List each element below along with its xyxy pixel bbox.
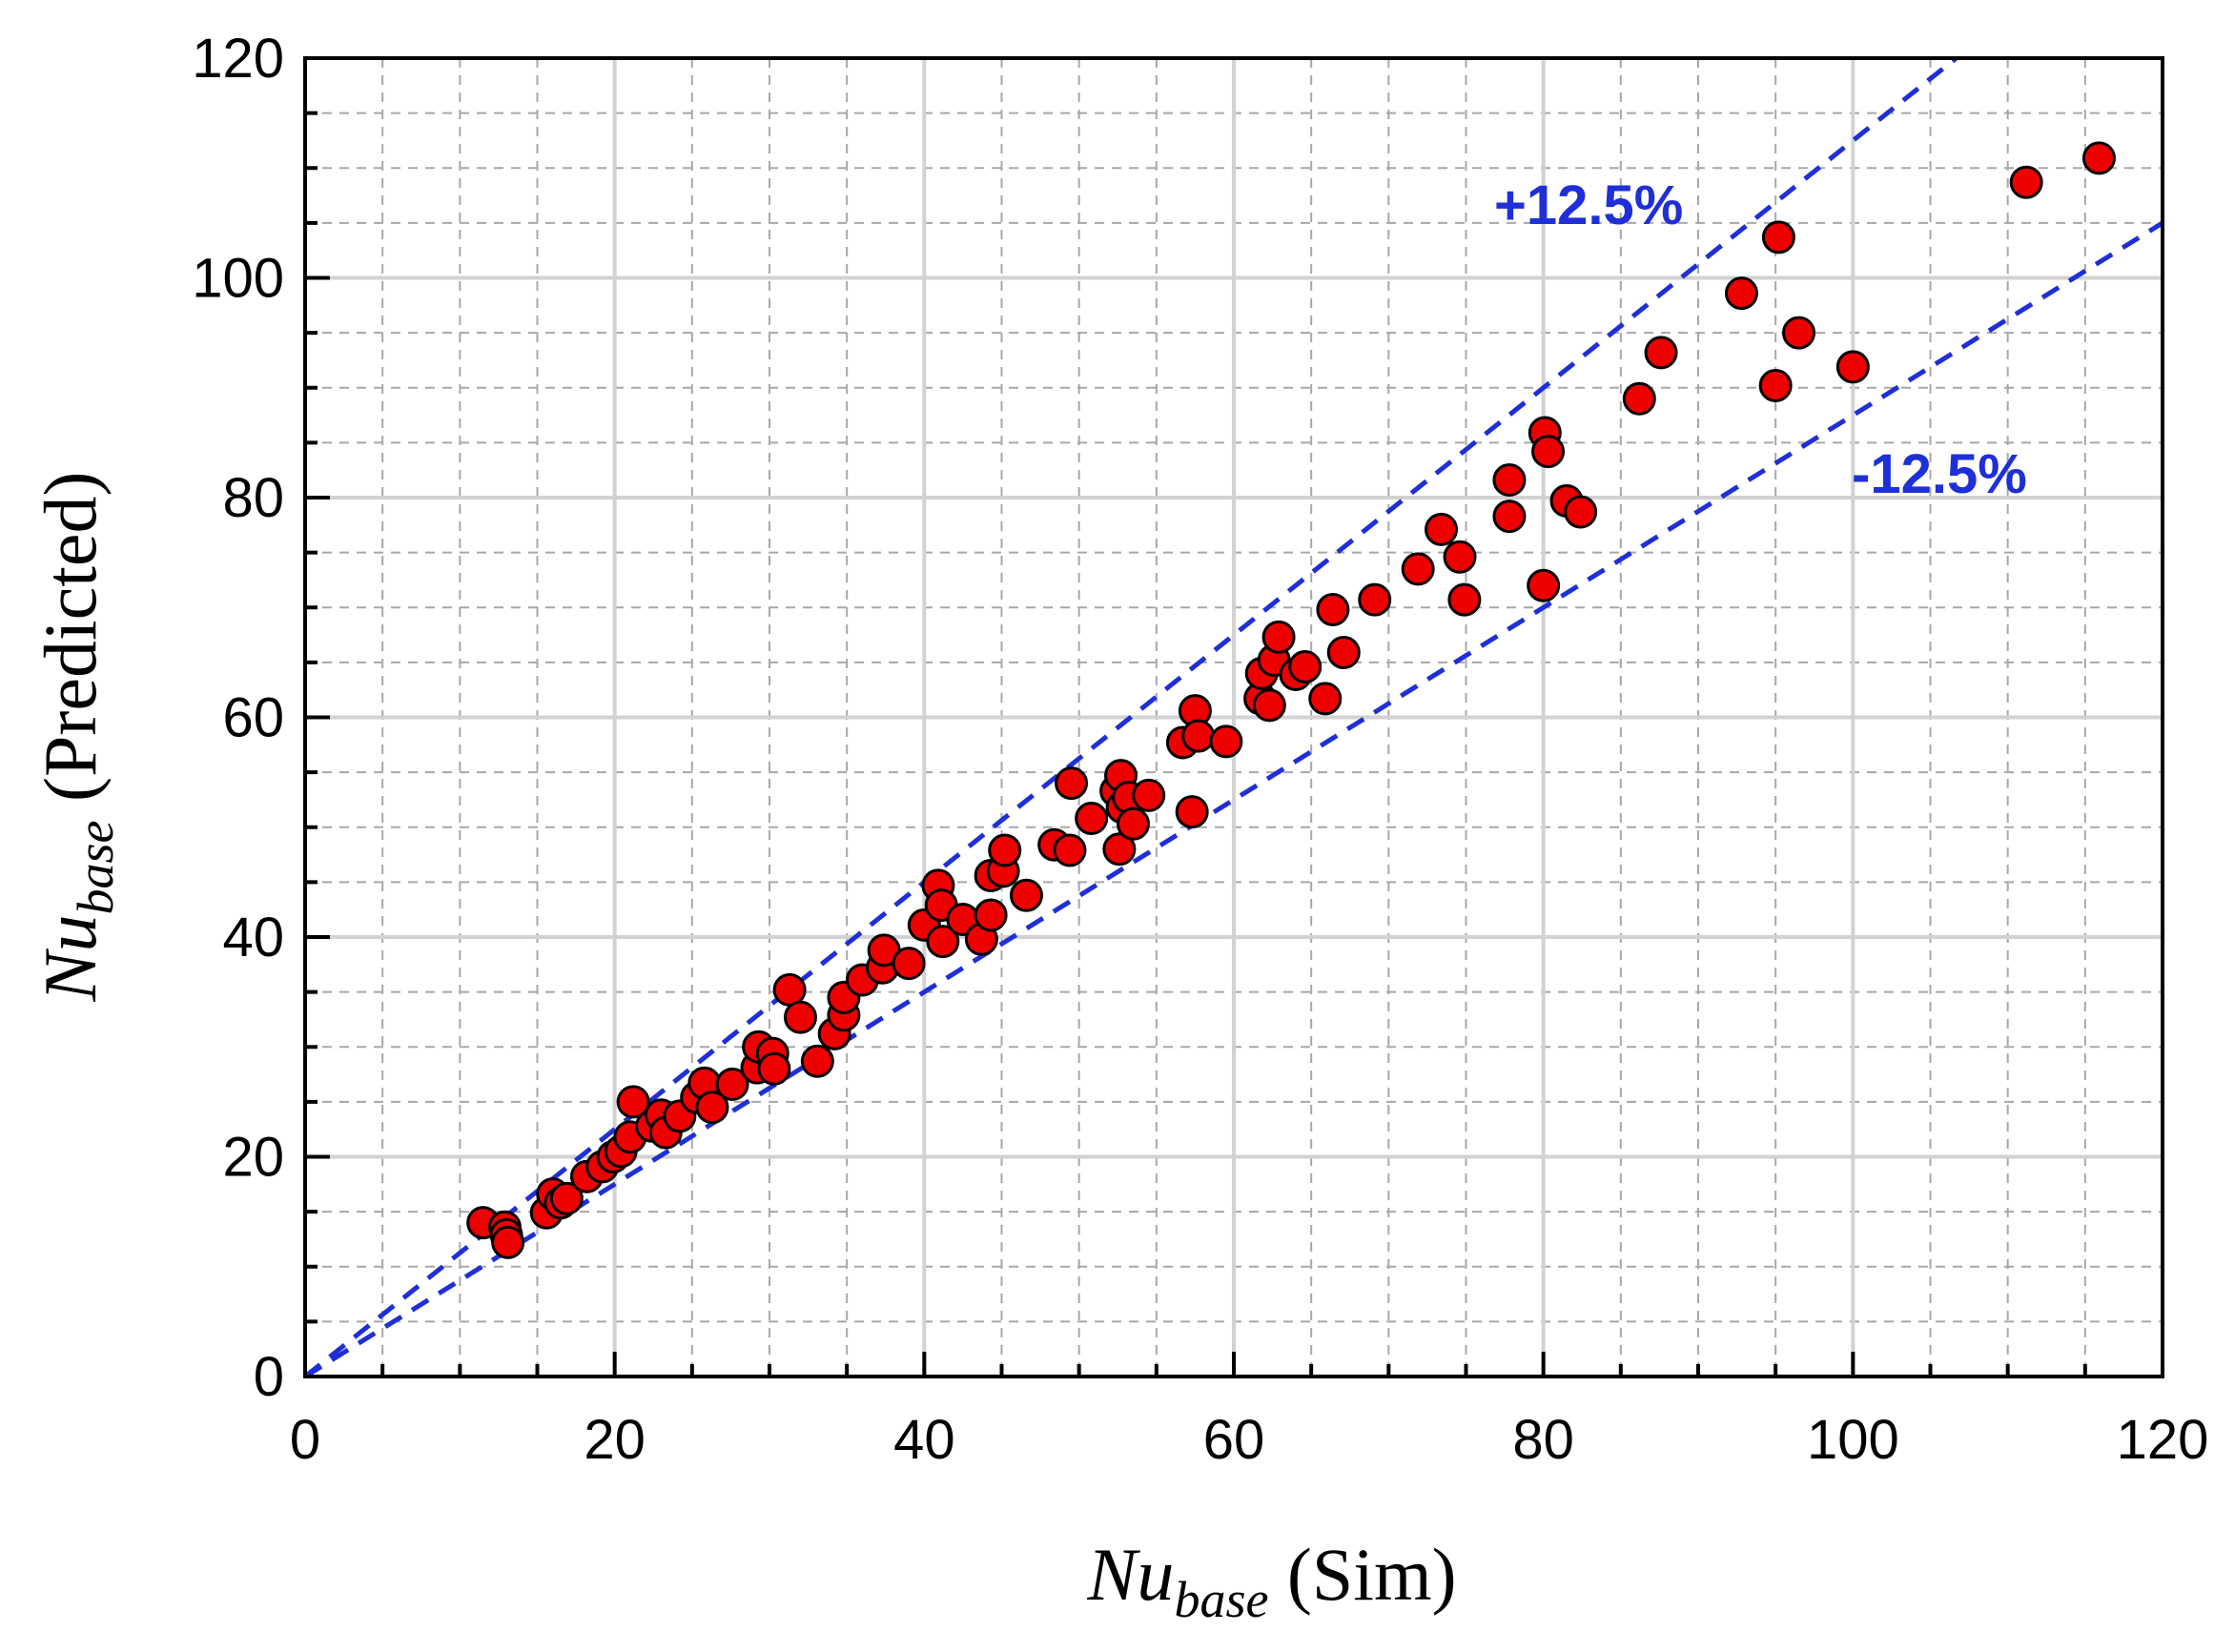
data-point — [1782, 316, 1816, 350]
data-point — [1288, 649, 1323, 683]
data-point — [783, 1000, 817, 1034]
y-tick-label: 20 — [222, 1127, 284, 1189]
data-point — [1835, 350, 1870, 384]
data-point — [1761, 220, 1795, 255]
x-axis-title: Nubase (Sim) — [1086, 1533, 1456, 1628]
y-axis-title-subscript: base — [67, 821, 124, 915]
band-labels: +12.5% -12.5% — [1494, 174, 2027, 505]
x-tick-labels: 0 20 40 60 80 100 120 — [290, 1409, 2209, 1471]
data-point — [1425, 512, 1459, 546]
data-point — [1564, 495, 1598, 529]
y-axis-title: Nubase (Predicted) — [29, 471, 124, 1002]
data-point — [772, 972, 807, 1007]
data-point — [1758, 368, 1793, 402]
data-point — [1055, 766, 1089, 801]
data-point — [1261, 620, 1296, 654]
data-point — [1009, 878, 1043, 912]
x-axis-title-suffix: (Sim) — [1268, 1533, 1456, 1616]
data-point — [988, 833, 1022, 867]
data-point — [1209, 724, 1243, 759]
data-point — [695, 1091, 729, 1125]
data-point — [1102, 832, 1137, 867]
data-point — [892, 947, 926, 981]
y-tick-label: 120 — [192, 28, 284, 90]
data-point — [549, 1181, 584, 1215]
y-tick-label: 100 — [192, 248, 284, 310]
band-label-upper: +12.5% — [1494, 174, 1683, 236]
data-point — [926, 925, 960, 959]
x-tick-label: 0 — [290, 1409, 320, 1471]
data-point — [1053, 833, 1087, 867]
major-grid — [305, 58, 2163, 1377]
y-tick-label: 60 — [222, 687, 284, 749]
upper-band-line — [303, 56, 1958, 1378]
data-point — [1443, 540, 1477, 574]
data-points — [466, 141, 2116, 1259]
y-axis-title-suffix: (Predicted) — [29, 471, 112, 820]
data-point — [1075, 802, 1109, 836]
lower-band-line — [303, 220, 2164, 1379]
data-point — [1531, 435, 1566, 469]
x-axis-title-main: Nu — [1086, 1533, 1174, 1616]
data-point — [2009, 165, 2043, 199]
data-point — [1308, 682, 1343, 716]
x-tick-label: 120 — [2117, 1409, 2209, 1471]
x-tick-label: 100 — [1807, 1409, 1899, 1471]
data-point — [1116, 806, 1150, 841]
x-tick-label: 20 — [584, 1409, 646, 1471]
axis-ticks — [303, 56, 2164, 1378]
data-point — [1492, 500, 1527, 534]
data-point — [1316, 593, 1350, 627]
x-axis-title-subscript: base — [1174, 1571, 1268, 1628]
data-point — [1527, 568, 1561, 602]
error-bands — [303, 56, 2164, 1379]
y-axis-title-main: Nu — [29, 914, 112, 1002]
data-point — [1181, 719, 1216, 753]
y-tick-label: 80 — [222, 467, 284, 529]
data-point — [1326, 636, 1361, 670]
data-point — [1358, 582, 1392, 617]
data-point — [715, 1067, 749, 1101]
data-point — [1252, 688, 1286, 723]
data-point — [1622, 381, 1656, 416]
y-tick-label: 40 — [222, 907, 284, 969]
x-tick-label: 80 — [1512, 1409, 1574, 1471]
data-point — [1401, 552, 1435, 586]
data-point — [800, 1044, 834, 1078]
x-tick-label: 40 — [893, 1409, 955, 1471]
band-label-lower: -12.5% — [1852, 443, 2027, 505]
data-point — [1644, 336, 1678, 370]
x-tick-label: 60 — [1203, 1409, 1265, 1471]
data-point — [1492, 463, 1527, 498]
y-tick-label: 0 — [254, 1346, 284, 1408]
data-point — [974, 898, 1008, 932]
data-point — [1132, 778, 1166, 812]
data-point — [1447, 582, 1482, 617]
data-point — [757, 1051, 791, 1086]
data-point — [1724, 276, 1758, 311]
data-point — [1175, 795, 1209, 829]
data-point — [491, 1225, 525, 1259]
y-tick-labels: 0 20 40 60 80 100 120 — [192, 28, 284, 1408]
data-point — [616, 1085, 650, 1119]
data-point — [2081, 141, 2116, 175]
